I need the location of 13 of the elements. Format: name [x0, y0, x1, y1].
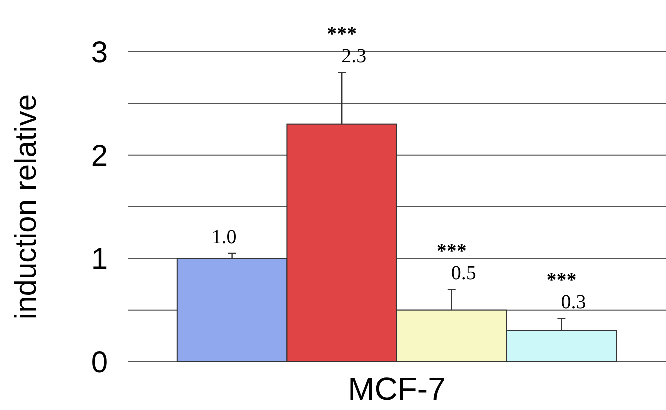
y-tick-label: 0: [91, 346, 108, 380]
annotation: ***: [436, 240, 467, 263]
data-label: 2.3: [342, 46, 367, 68]
y-tick-label: 2: [91, 140, 108, 173]
data-label: 1.0: [212, 226, 237, 248]
x-axis-title: MCF-7: [348, 371, 446, 407]
text: ***: [327, 24, 358, 46]
y-tick-label: 3: [91, 36, 108, 70]
y-axis-title: induction relative: [10, 94, 43, 320]
annotation: ***: [546, 270, 577, 292]
data-label: 0.5: [451, 262, 476, 285]
y-tick-label: 1: [91, 243, 108, 276]
data-label: 0.3: [561, 292, 586, 314]
